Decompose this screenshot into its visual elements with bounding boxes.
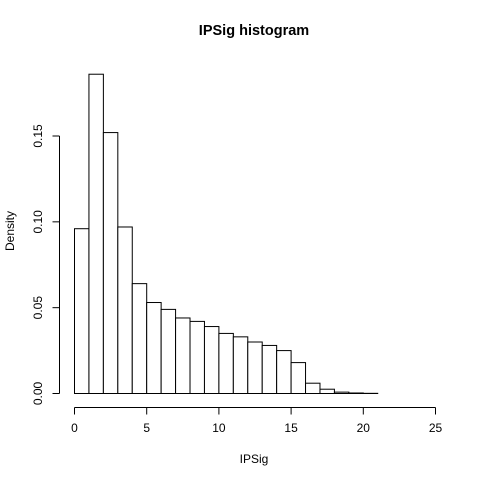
histogram-bar (88, 73, 104, 394)
x-tick-label: 15 (284, 421, 298, 435)
x-axis-label: IPSig (240, 452, 269, 466)
histogram-bar (74, 228, 90, 394)
histogram-bar (319, 388, 335, 394)
histogram-bar (131, 283, 148, 395)
histogram-bar (276, 350, 292, 394)
histogram-bar (175, 317, 191, 394)
histogram-bar (232, 336, 249, 395)
x-tick-label: 5 (143, 421, 150, 435)
histogram-bar (189, 320, 205, 394)
histogram-bar (203, 326, 220, 394)
histogram-bar (218, 332, 234, 395)
y-tick-label: 0.05 (31, 296, 45, 320)
histogram-bar (333, 391, 350, 395)
x-tick-label: 20 (357, 421, 371, 435)
y-axis: 0.00 0.05 0.10 0.15 (31, 124, 60, 405)
histogram-bar (261, 344, 278, 395)
histogram-bar (348, 392, 364, 394)
y-axis-label: Density (3, 211, 17, 251)
histogram-bar (247, 341, 263, 394)
histogram-bar (102, 132, 119, 395)
y-tick-label: 0.10 (31, 210, 45, 234)
x-tick-label: 25 (429, 421, 443, 435)
y-tick-label: 0.15 (31, 124, 45, 148)
histogram-bar (117, 226, 133, 394)
histogram-bar (160, 308, 177, 395)
y-tick-label: 0.00 (31, 381, 45, 405)
bars-group (74, 73, 379, 395)
histogram-bar (146, 302, 162, 394)
x-axis: 0 5 10 15 20 25 (71, 407, 443, 435)
histogram-bar (305, 382, 321, 395)
x-tick-label: 10 (212, 421, 226, 435)
histogram-bar (290, 362, 307, 395)
x-tick-label: 0 (71, 421, 78, 435)
chart-title: IPSig histogram (199, 23, 309, 39)
